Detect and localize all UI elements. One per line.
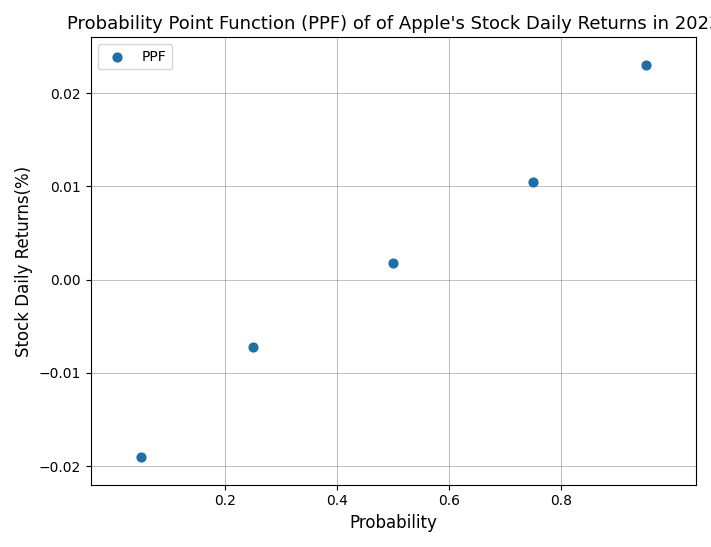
PPF bbox=[247, 342, 259, 351]
PPF bbox=[135, 452, 146, 461]
Title: Probability Point Function (PPF) of of Apple's Stock Daily Returns in 2023: Probability Point Function (PPF) of of A… bbox=[67, 15, 711, 33]
Legend: PPF: PPF bbox=[97, 44, 172, 69]
PPF bbox=[640, 61, 651, 69]
PPF bbox=[387, 259, 399, 267]
X-axis label: Probability: Probability bbox=[349, 514, 437, 532]
Y-axis label: Stock Daily Returns(%): Stock Daily Returns(%) bbox=[15, 165, 33, 357]
PPF bbox=[528, 177, 539, 186]
